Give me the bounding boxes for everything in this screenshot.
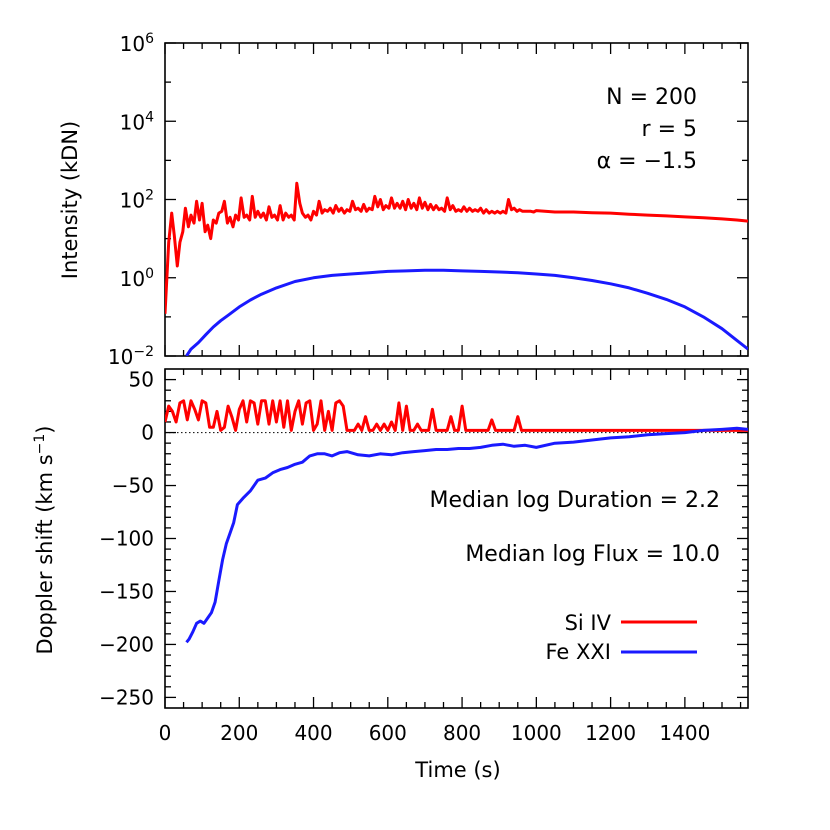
x-tick-label: 400 (294, 721, 332, 745)
y-tick-label: −50 (112, 474, 154, 498)
intensity-y-tick-labels: 10−2 100 102 104 106 (108, 31, 154, 369)
x-tick-label: 200 (220, 721, 258, 745)
annotation-median-flux: Median log Flux = 10.0 (465, 542, 720, 567)
y-tick-label: 100 (120, 266, 154, 291)
intensity-panel: 10−2 100 102 104 106 Intensity (kDN) N = 200… (58, 31, 749, 369)
legend-label-fe-xxi: Fe XXI (546, 640, 612, 664)
doppler-plot-frame (164, 368, 749, 709)
intensity-series (165, 181, 748, 356)
intensity-tick-marks (164, 42, 748, 357)
x-tick-label: 600 (369, 721, 407, 745)
series-line-fe-xxi-doppler (185, 426, 748, 644)
legend: Si IV Fe XXI (546, 611, 697, 664)
annotation-r: r = 5 (642, 117, 697, 142)
legend-label-si-iv: Si IV (565, 611, 612, 635)
x-tick-label: 800 (443, 721, 481, 745)
time-x-tick-labels: 0 200 400 600 800 1000 1200 1400 (159, 721, 711, 745)
y-tick-label: 102 (120, 188, 154, 213)
y-tick-label: 10−2 (108, 344, 154, 369)
x-tick-label: 1200 (585, 721, 636, 745)
y-tick-label: 50 (129, 368, 154, 392)
y-tick-label: −200 (99, 632, 154, 656)
annotation-n: N = 200 (606, 85, 697, 110)
x-tick-label: 0 (159, 721, 172, 745)
doppler-y-axis-label: Doppler shift (km s−1) (32, 425, 57, 654)
series-line-si-iv-intensity (165, 181, 748, 314)
y-tick-label: 106 (120, 31, 154, 56)
annotation-median-duration: Median log Duration = 2.2 (429, 488, 720, 513)
doppler-panel: 50 0 −50 −100 −150 −200 −250 0 200 400 600 800 1000… (32, 368, 749, 782)
annotation-alpha: α = −1.5 (597, 149, 697, 174)
intensity-y-axis-label: Intensity (kDN) (58, 121, 82, 280)
doppler-series (165, 399, 748, 644)
y-tick-label: −100 (99, 527, 154, 551)
x-tick-label: 1000 (511, 721, 562, 745)
series-line-fe-xxi-intensity (185, 268, 748, 356)
y-tick-label: 104 (120, 109, 154, 134)
y-tick-label: −250 (99, 685, 154, 709)
time-x-axis-label: Time (s) (414, 758, 500, 782)
doppler-tick-marks (164, 369, 748, 708)
y-tick-label: −150 (99, 579, 154, 603)
y-tick-label: 0 (141, 421, 154, 445)
doppler-y-tick-labels: 50 0 −50 −100 −150 −200 −250 (99, 368, 154, 710)
x-tick-label: 1400 (659, 721, 710, 745)
series-line-si-iv-doppler (165, 399, 748, 432)
